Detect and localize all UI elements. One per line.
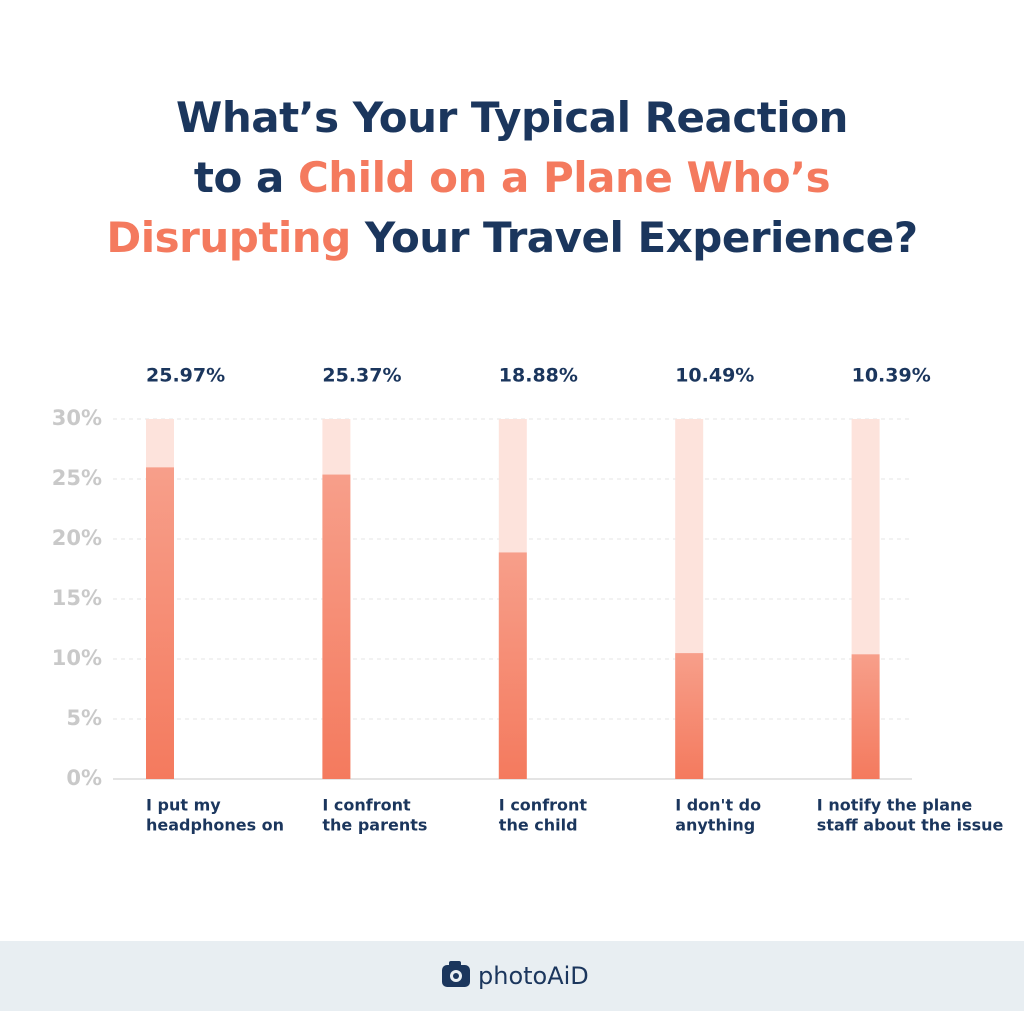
- value-label: 10.49%: [675, 365, 754, 387]
- title-segment: Your Travel Experience?: [364, 213, 918, 262]
- x-tick-label: I confront: [499, 796, 588, 815]
- value-label: 10.39%: [852, 365, 931, 387]
- value-label: 18.88%: [499, 365, 578, 387]
- title-line: What’s Your Typical Reaction: [0, 88, 1024, 148]
- y-tick-label: 10%: [52, 646, 102, 670]
- x-tick-label: anything: [675, 816, 755, 835]
- y-tick-label: 15%: [52, 586, 102, 610]
- title-line: Disrupting Your Travel Experience?: [0, 208, 1024, 268]
- x-tick-label: headphones on: [146, 816, 284, 835]
- x-tick-label: I notify the plane: [817, 796, 973, 815]
- bar: [146, 467, 174, 779]
- x-tick-label: I confront: [322, 796, 411, 815]
- y-tick-label: 20%: [52, 526, 102, 550]
- chart: 0% 5% 10% 15% 20% 25% 30% 25.97% I put myheadpho…: [52, 365, 1004, 835]
- camera-icon: [442, 961, 470, 987]
- brand: photoAiD: [478, 962, 589, 990]
- y-tick-label: 5%: [66, 706, 102, 730]
- title-segment: What’s Your Typical Reaction: [176, 93, 848, 142]
- value-label: 25.37%: [322, 365, 401, 387]
- value-label: 25.97%: [146, 365, 225, 387]
- y-tick-label: 0%: [66, 766, 102, 790]
- bar: [675, 653, 704, 779]
- title-segment: Child on a Plane Who’s: [297, 153, 831, 202]
- x-tick-label: the parents: [322, 816, 427, 835]
- x-tick-label: staff about the issue: [817, 816, 1004, 835]
- x-tick-label: I don't do: [675, 796, 761, 815]
- bar: [851, 654, 880, 779]
- bar: [498, 552, 527, 779]
- bar: [322, 474, 351, 779]
- footer-logo: photoAiD: [442, 961, 589, 990]
- title-segment: to a: [193, 153, 284, 202]
- footer: photoAiD: [0, 941, 1024, 1011]
- title-segment: Disrupting: [106, 213, 351, 262]
- x-tick-label: I put my: [146, 796, 221, 815]
- y-tick-label: 30%: [52, 406, 102, 430]
- chart-title: What’s Your Typical Reaction to a Child o…: [0, 88, 1024, 268]
- y-tick-label: 25%: [52, 466, 102, 490]
- x-tick-label: the child: [499, 816, 578, 835]
- title-line: to a Child on a Plane Who’s: [0, 148, 1024, 208]
